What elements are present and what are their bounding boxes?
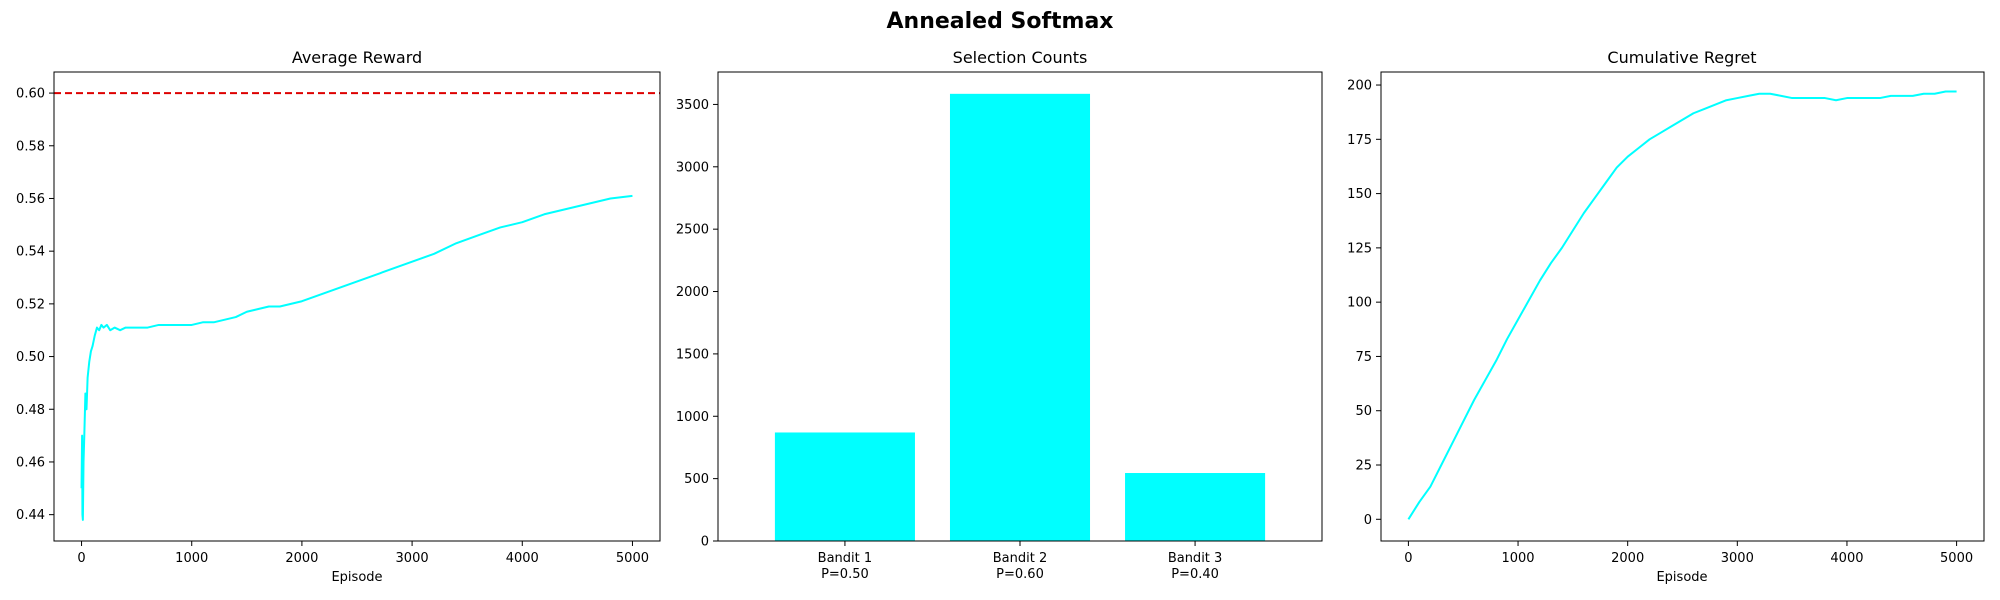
x-tick-label: 4000 <box>506 551 539 566</box>
y-tick-label: 0.56 <box>16 192 45 207</box>
category-label: Bandit 2 <box>993 551 1048 566</box>
x-tick-label: 0 <box>77 551 85 566</box>
y-tick-label: 2000 <box>676 285 709 300</box>
panel-average-reward: Average Reward 0.44 0.46 0.48 0.50 0.52 0.54 0… <box>16 48 661 585</box>
y-tick-label: 0.52 <box>16 297 45 312</box>
x-tick-label: 3000 <box>1721 551 1754 566</box>
y-tick-label: 0.60 <box>16 87 45 102</box>
y-tick-label: 0 <box>701 535 709 550</box>
x-tick-label: 5000 <box>1940 551 1973 566</box>
y-tick-label: 0.50 <box>16 350 45 365</box>
axes-frame <box>53 71 661 542</box>
y-tick-label: 2500 <box>676 223 709 238</box>
y-tick-label: 175 <box>1347 133 1372 148</box>
series-line <box>80 194 633 521</box>
y-tick-label: 100 <box>1347 296 1372 311</box>
y-tick-label: 0.46 <box>16 455 45 470</box>
y-tick-label: 3500 <box>676 98 709 113</box>
bar <box>949 93 1091 541</box>
x-tick-label: 1000 <box>175 551 208 566</box>
axes-frame <box>717 71 1323 542</box>
category-label: P=0.40 <box>1171 567 1219 582</box>
y-tick-label: 0.48 <box>16 403 45 418</box>
y-tick-label: 0.44 <box>16 508 45 523</box>
bar <box>774 432 915 541</box>
y-tick-label: 25 <box>1355 459 1372 474</box>
y-tick-label: 0 <box>1364 513 1372 528</box>
x-tick-label: 2000 <box>285 551 318 566</box>
y-tick-label: 1500 <box>676 347 709 362</box>
y-tick-label: 200 <box>1347 79 1372 94</box>
y-tick-label: 75 <box>1355 350 1372 365</box>
y-tick-label: 3000 <box>676 160 709 175</box>
y-tick-label: 1000 <box>676 410 709 425</box>
x-tick-label: 0 <box>1404 551 1412 566</box>
y-tick-label: 50 <box>1355 404 1372 419</box>
panel-title: Cumulative Regret <box>1607 48 1756 67</box>
panel-cumulative-regret: Cumulative Regret 0 25 50 75 100 125 150 175 200… <box>1347 48 1985 585</box>
x-tick-label: 4000 <box>1830 551 1863 566</box>
axes-frame <box>1380 71 1985 542</box>
bar <box>1125 473 1266 541</box>
y-tick-label: 0.54 <box>16 245 45 260</box>
y-tick-label: 125 <box>1347 241 1372 256</box>
y-tick-label: 150 <box>1347 187 1372 202</box>
x-tick-label: 1000 <box>1501 551 1534 566</box>
category-label: Bandit 1 <box>818 551 873 566</box>
panel-title: Average Reward <box>292 48 422 67</box>
y-tick-label: 0.58 <box>16 139 45 154</box>
category-label: P=0.60 <box>996 567 1044 582</box>
x-axis-label: Episode <box>331 570 382 585</box>
figure-title: Annealed Softmax <box>887 9 1114 34</box>
x-axis-label: Episode <box>1656 570 1707 585</box>
x-tick-label: 3000 <box>396 551 429 566</box>
panel-title: Selection Counts <box>953 48 1088 67</box>
category-label: P=0.50 <box>821 567 869 582</box>
x-tick-label: 5000 <box>616 551 649 566</box>
y-tick-label: 500 <box>684 472 709 487</box>
panel-selection-counts: Selection Counts 0 500 1000 1500 2000 2500 300… <box>676 48 1323 582</box>
x-tick-label: 2000 <box>1611 551 1644 566</box>
series-line <box>1407 90 1957 520</box>
category-label: Bandit 3 <box>1168 551 1223 566</box>
